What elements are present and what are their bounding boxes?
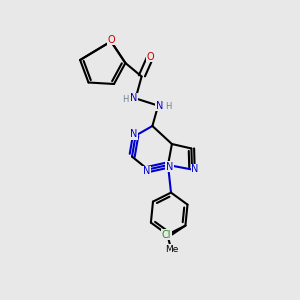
Text: O: O xyxy=(107,35,115,45)
Text: H: H xyxy=(165,102,172,111)
Text: Me: Me xyxy=(165,244,178,253)
Text: N: N xyxy=(130,129,138,139)
Text: N: N xyxy=(156,100,163,111)
Text: N: N xyxy=(143,166,150,176)
Text: O: O xyxy=(147,52,154,62)
Text: N: N xyxy=(191,164,199,175)
Text: N: N xyxy=(166,161,173,172)
Text: Cl: Cl xyxy=(162,230,171,240)
Text: N: N xyxy=(130,93,138,103)
Text: H: H xyxy=(122,94,129,103)
